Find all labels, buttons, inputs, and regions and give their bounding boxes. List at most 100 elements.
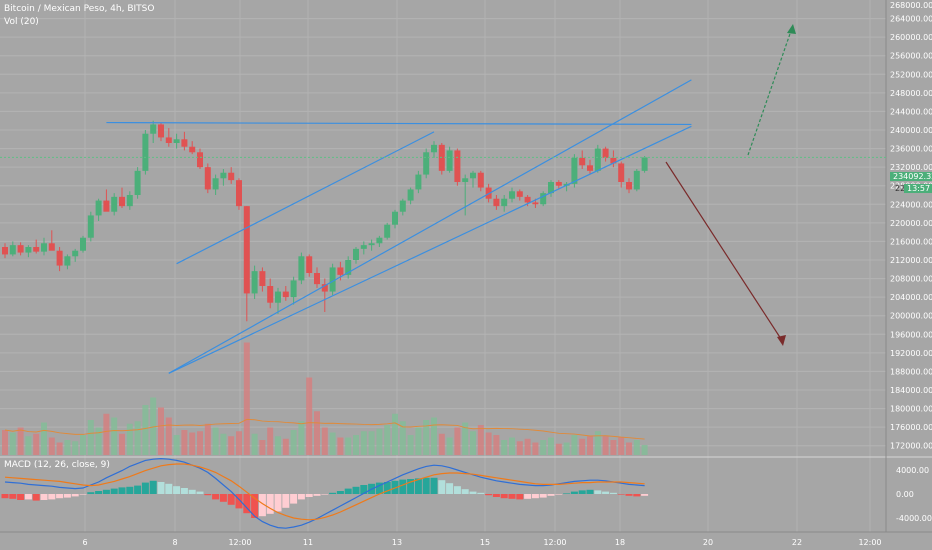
macd-hist-bar [17,494,25,500]
candle-body [602,148,609,158]
candle-body [298,256,305,281]
price-axis-label: 260000.00 [890,33,932,42]
candle-body [407,189,414,201]
candle-body [142,133,149,171]
volume-bar [64,440,71,455]
macd-hist-bar [446,483,454,494]
macd-hist-bar [508,494,516,499]
candle-body [9,245,16,255]
volume-bar [610,440,617,455]
price-axis-label: 216000.00 [890,237,932,246]
macd-hist-bar [547,494,555,496]
volume-bar [423,420,430,455]
price-axis-label: 240000.00 [890,126,932,135]
macd-hist-bar [594,490,602,494]
volume-bar [119,433,125,455]
volume-bar [306,377,313,455]
volume-bar [290,430,297,455]
macd-hist-bar [274,494,282,512]
time-axis-label: 20 [703,538,713,547]
volume-bar [368,431,375,455]
volume-bar [204,423,211,455]
volume-bar [540,440,547,455]
volume-bar [353,435,359,455]
macd-hist-bar [79,494,87,495]
candle-body [119,196,125,207]
volume-bar [399,421,406,455]
macd-hist-bar [173,486,181,494]
price-axis-label: 176000.00 [890,423,932,432]
candle-body [173,139,180,143]
macd-hist-bar [516,494,524,500]
candle-body [353,248,359,260]
macd-hist-bar [563,493,571,494]
macd-hist-bar [9,494,17,499]
time-axis-label: 22 [792,538,802,547]
candle-body [337,267,344,275]
volume-bar [384,425,391,455]
candle-body [509,191,515,199]
candle-body [2,247,8,255]
volume-bar [392,413,398,455]
volume-bar [111,417,118,455]
volume-bar [103,413,110,455]
candle-body [95,200,102,216]
volume-bar [345,437,352,455]
candle-body [251,271,258,294]
price-axis-label: 212000.00 [890,256,932,265]
price-axis-label: 192000.00 [890,349,932,358]
macd-hist-bar [461,489,469,494]
candle-body [220,172,227,179]
candle-body [555,182,562,186]
volume-bar [142,405,149,455]
candle-body [345,260,352,275]
candle-body [594,148,601,171]
macd-hist-bar [305,494,313,497]
volume-bar [165,417,172,455]
time-axis-label: 6 [82,538,87,547]
macd-hist-bar [383,482,391,494]
candle-body [72,250,79,257]
volume-bar [563,442,570,455]
candle-body [181,139,188,147]
volume-bar [501,440,508,455]
volume-bar [126,423,133,455]
macd-hist-bar [617,494,625,495]
current-price-tag: 234092.32 [890,172,932,181]
signal-line [4,463,645,521]
volume-bar [485,432,492,455]
volume-bar [9,432,16,455]
candle-body [48,243,55,251]
macd-hist-bar [609,492,617,494]
macd-hist-bar [235,494,243,509]
macd-hist-bar [141,482,149,494]
macd-hist-bar [251,494,259,518]
macd-hist-bar [329,492,337,494]
macd-label: MACD (12, 26, close, 9) [4,460,110,470]
volume-bar [446,437,453,455]
macd-hist-bar [180,488,188,494]
macd-hist-bar [336,491,344,494]
macd-hist-bar [414,478,422,494]
candle-body [462,178,469,182]
countdown-tag: 13:57 [904,184,932,193]
volume-bar [259,440,266,455]
candle-body [633,170,640,190]
time-axis-label: 8 [172,538,177,547]
candle-body [197,152,203,168]
volume-bar [48,437,55,455]
macd-hist-bar [48,494,56,500]
macd-hist-bar [352,486,360,494]
macd-hist-bar [110,488,118,494]
candle-body [587,165,593,171]
macd-hist-bar [453,486,461,494]
candle-body [41,243,47,252]
macd-hist-bar [56,494,64,499]
macd-hist-bar [539,494,547,498]
macd-hist-bar [126,486,134,494]
price-axis-label: 172000.00 [890,442,932,451]
macd-hist-bar [32,494,40,501]
candle-body [158,124,164,138]
